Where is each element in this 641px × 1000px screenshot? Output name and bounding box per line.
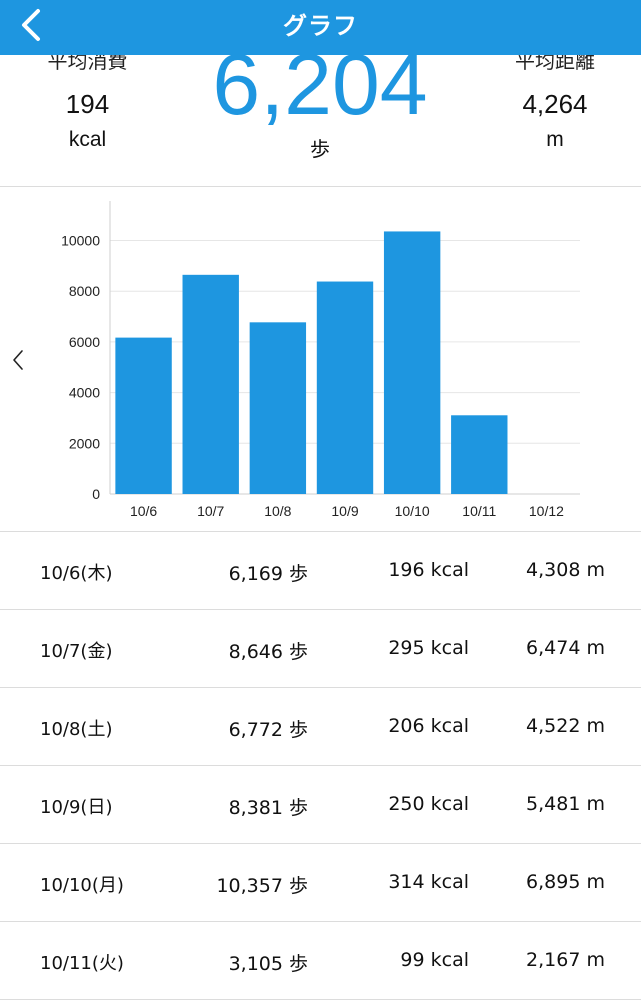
avg-distance-value: 4,264 [522, 89, 588, 119]
y-tick-label: 0 [92, 486, 100, 502]
avg-steps-value: 6,204 [212, 55, 428, 133]
chevron-left-icon [22, 9, 40, 41]
row-calories: 250 kcal [388, 793, 469, 815]
chart-bar [451, 415, 508, 494]
avg-calories-unit: kcal [68, 128, 107, 151]
table-row[interactable]: 10/7(金) 8,646 歩 295 kcal 6,474 m [0, 610, 641, 688]
row-steps: 6,772 歩 [228, 719, 308, 741]
avg-distance-stat: 平均距離 4,264 m [495, 55, 615, 152]
row-date: 10/10(月) [40, 875, 124, 896]
table-row[interactable]: 10/10(月) 10,357 歩 314 kcal 6,895 m [0, 844, 641, 922]
table-row[interactable]: 10/9(日) 8,381 歩 250 kcal 5,481 m [0, 766, 641, 844]
row-steps: 3,105 歩 [228, 953, 308, 975]
row-steps: 8,646 歩 [228, 641, 308, 663]
daily-table: 10/6(木) 6,169 歩 196 kcal 4,308 m 10/7(金) 8,64… [0, 532, 641, 1000]
chart-bar [383, 231, 441, 494]
chart-bar [249, 322, 307, 494]
table-row[interactable]: 10/11(火) 3,105 歩 99 kcal 2,167 m [0, 922, 641, 1000]
steps-chart-area: 0 2000 4000 6000 8000 10000 10/6 10/7 10/8 10/9 10… [0, 187, 641, 532]
steps-bar-chart: 0 2000 4000 6000 8000 10000 10/6 10/7 10/8 10/9 10… [61, 201, 580, 519]
back-button[interactable] [12, 5, 52, 45]
y-tick-label: 6000 [69, 334, 100, 350]
row-distance: 2,167 m [526, 949, 605, 971]
row-steps: 8,381 歩 [228, 797, 308, 819]
row-distance: 6,895 m [526, 871, 605, 893]
row-distance: 6,474 m [526, 637, 605, 659]
row-date: 10/6(木) [40, 563, 113, 584]
row-date: 10/11(火) [40, 953, 124, 974]
row-calories: 99 kcal [400, 949, 469, 971]
chart-bar [316, 281, 374, 494]
summary-divider [0, 186, 641, 187]
x-tick-label: 10/12 [529, 503, 564, 519]
row-date: 10/7(金) [40, 641, 113, 662]
previous-week-button[interactable] [8, 345, 28, 375]
row-calories: 295 kcal [388, 637, 469, 659]
avg-distance-label: 平均距離 [515, 55, 595, 73]
chart-divider [0, 531, 641, 532]
app-header: グラフ [0, 0, 641, 55]
avg-steps-unit: 歩 [310, 137, 330, 161]
table-row[interactable]: 10/6(木) 6,169 歩 196 kcal 4,308 m [0, 532, 641, 610]
x-tick-label: 10/7 [197, 503, 224, 519]
table-row[interactable]: 10/8(土) 6,772 歩 206 kcal 4,522 m [0, 688, 641, 766]
row-steps: 10,357 歩 [216, 875, 308, 897]
chart-bar [182, 274, 239, 494]
page-title: グラフ [283, 12, 358, 40]
x-tick-label: 10/9 [331, 503, 358, 519]
row-distance: 5,481 m [526, 793, 605, 815]
y-tick-label: 4000 [69, 385, 100, 401]
y-tick-label: 10000 [61, 232, 100, 248]
x-tick-label: 10/11 [462, 503, 496, 519]
chart-bar [115, 337, 172, 494]
y-tick-label: 2000 [69, 435, 100, 451]
row-date: 10/9(日) [40, 797, 113, 818]
avg-calories-stat: 平均消費 194 kcal [30, 55, 145, 152]
row-calories: 196 kcal [388, 559, 469, 581]
row-steps: 6,169 歩 [228, 563, 308, 585]
avg-steps-stat: 6,204 歩 [160, 55, 480, 162]
row-calories: 206 kcal [388, 715, 469, 737]
avg-calories-label: 平均消費 [47, 55, 128, 73]
chevron-left-icon [13, 350, 23, 370]
avg-calories-value: 194 [65, 89, 110, 119]
summary-panel: 平均消費 194 kcal 6,204 歩 平均距離 4,264 m [0, 55, 641, 186]
x-tick-label: 10/8 [264, 503, 291, 519]
y-tick-label: 8000 [69, 283, 100, 299]
x-tick-label: 10/10 [395, 503, 430, 519]
avg-distance-unit: m [546, 128, 564, 151]
row-calories: 314 kcal [388, 871, 469, 893]
row-distance: 4,308 m [526, 559, 605, 581]
row-distance: 4,522 m [526, 715, 605, 737]
x-tick-label: 10/6 [130, 503, 157, 519]
row-date: 10/8(土) [40, 719, 113, 740]
